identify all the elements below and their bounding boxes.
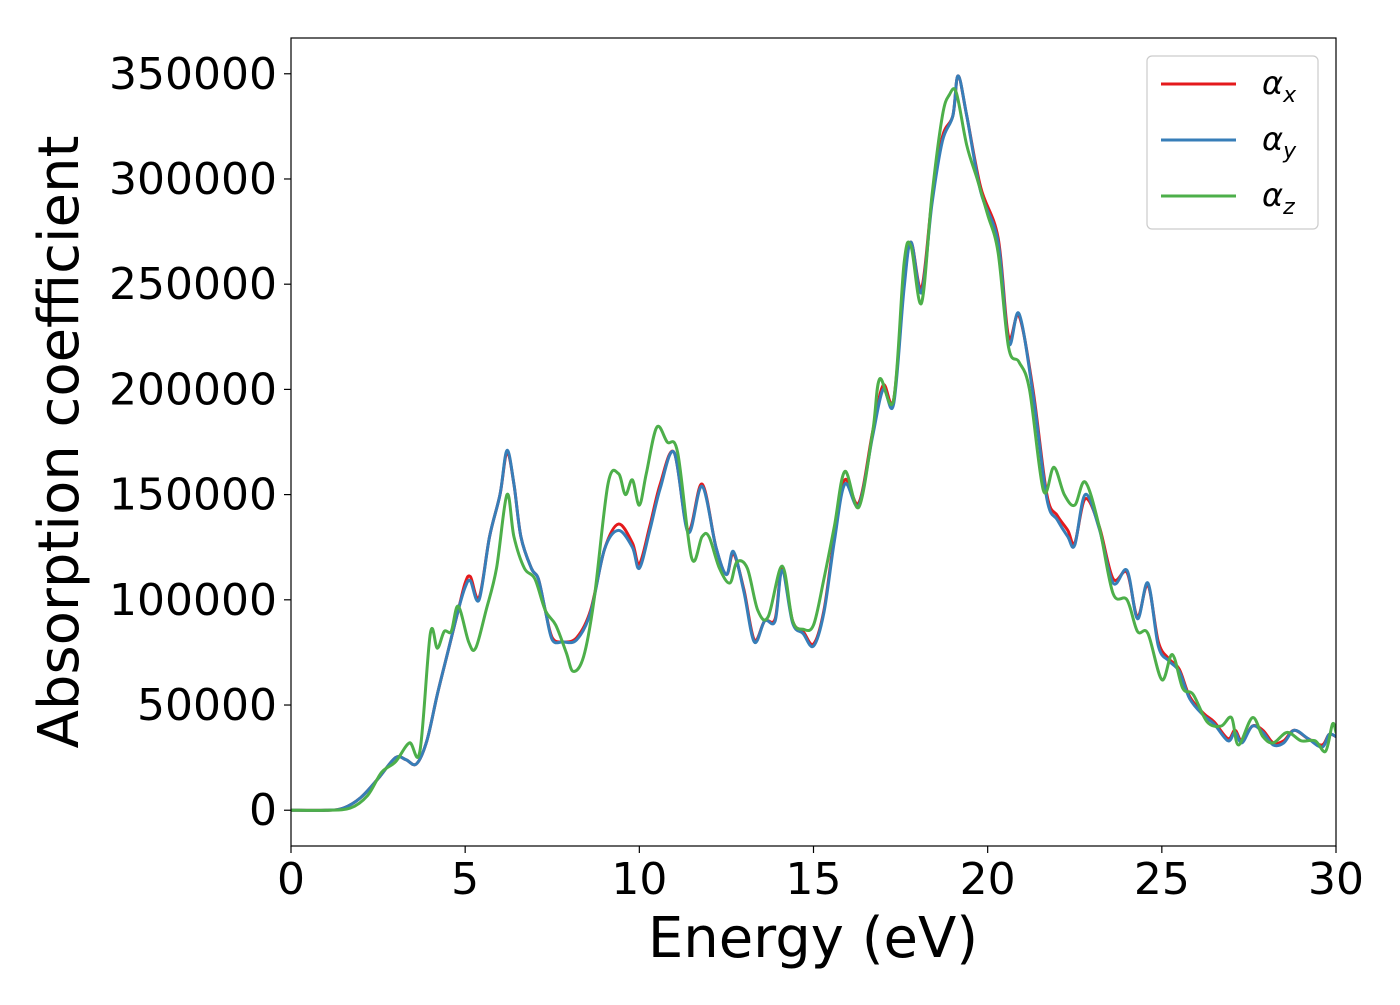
legend-item-z: αz xyxy=(1161,176,1295,220)
y-tick-label: 50000 xyxy=(137,680,277,731)
x-tick-label: 5 xyxy=(451,854,479,905)
x-tick-label: 20 xyxy=(960,854,1016,905)
x-tick-label: 0 xyxy=(277,854,305,905)
legend-item-y: αy xyxy=(1161,120,1297,164)
y-tick-label: 100000 xyxy=(109,575,277,626)
y-tick-label: 0 xyxy=(249,785,277,836)
x-axis-label: Energy (eV) xyxy=(648,906,978,971)
legend-item-x: αx xyxy=(1161,64,1297,108)
y-tick-label: 250000 xyxy=(109,259,277,310)
x-tick-label: 30 xyxy=(1308,854,1364,905)
legend-box xyxy=(1146,55,1319,230)
x-tick-label: 10 xyxy=(611,854,667,905)
legend-label: αz xyxy=(1262,176,1295,220)
y-axis-label: Absorption coefficient xyxy=(27,136,92,749)
y-tick-label: 350000 xyxy=(109,49,277,100)
legend: αx αy αz xyxy=(1146,55,1319,230)
y-tick-label: 200000 xyxy=(109,364,277,415)
series-line-z xyxy=(291,87,1336,812)
legend-label: αx xyxy=(1262,64,1297,108)
y-tick-label: 150000 xyxy=(109,470,277,521)
y-tick-label: 300000 xyxy=(109,154,277,205)
legend-label: αy xyxy=(1262,120,1297,164)
x-tick-label: 15 xyxy=(786,854,842,905)
x-tick-label: 25 xyxy=(1134,854,1190,905)
